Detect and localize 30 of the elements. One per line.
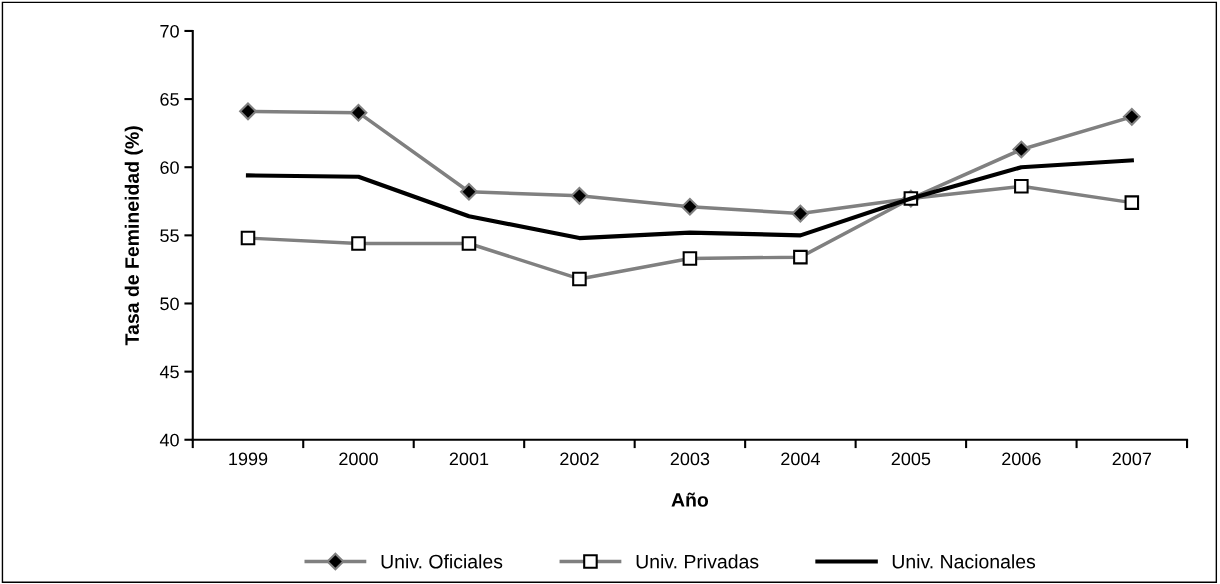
point [570,186,589,205]
y-tick-label: 65 [160,93,179,106]
y-tick-label: 50 [160,297,179,311]
legend-label: Univ. Privadas [636,554,759,569]
y-tick-label: 55 [160,229,179,243]
x-tick-label: 2005 [891,452,931,466]
x-tick-label: 2003 [670,452,710,466]
x-tick-label: 2007 [1112,452,1151,466]
point [1122,107,1141,126]
y-tick-label: 40 [159,433,179,447]
point [1012,140,1031,159]
y-tick-label: 70 [160,24,179,38]
x-tick-label: 2002 [560,452,599,466]
line-series [245,158,1134,241]
y-tick-label: 60 [160,161,179,174]
x-tick-label: 2006 [1002,452,1041,466]
x-axis-title: Año [671,492,709,507]
point [791,204,810,223]
point [681,197,699,216]
point [239,102,257,121]
x-tick-label: 1999 [229,452,268,466]
x-tick-label: 2004 [781,452,820,466]
y-axis-title: Tasa de Femineidad (%) [124,126,143,346]
x-tick-label: 2000 [339,452,378,466]
y-tick-label: 45 [159,365,179,379]
point [460,182,478,201]
legend-label: Univ. Nacionales [892,554,1036,569]
legend-label: Univ. Oficiales [381,554,503,569]
x-tick-label: 2001 [449,452,489,466]
point [349,103,368,122]
